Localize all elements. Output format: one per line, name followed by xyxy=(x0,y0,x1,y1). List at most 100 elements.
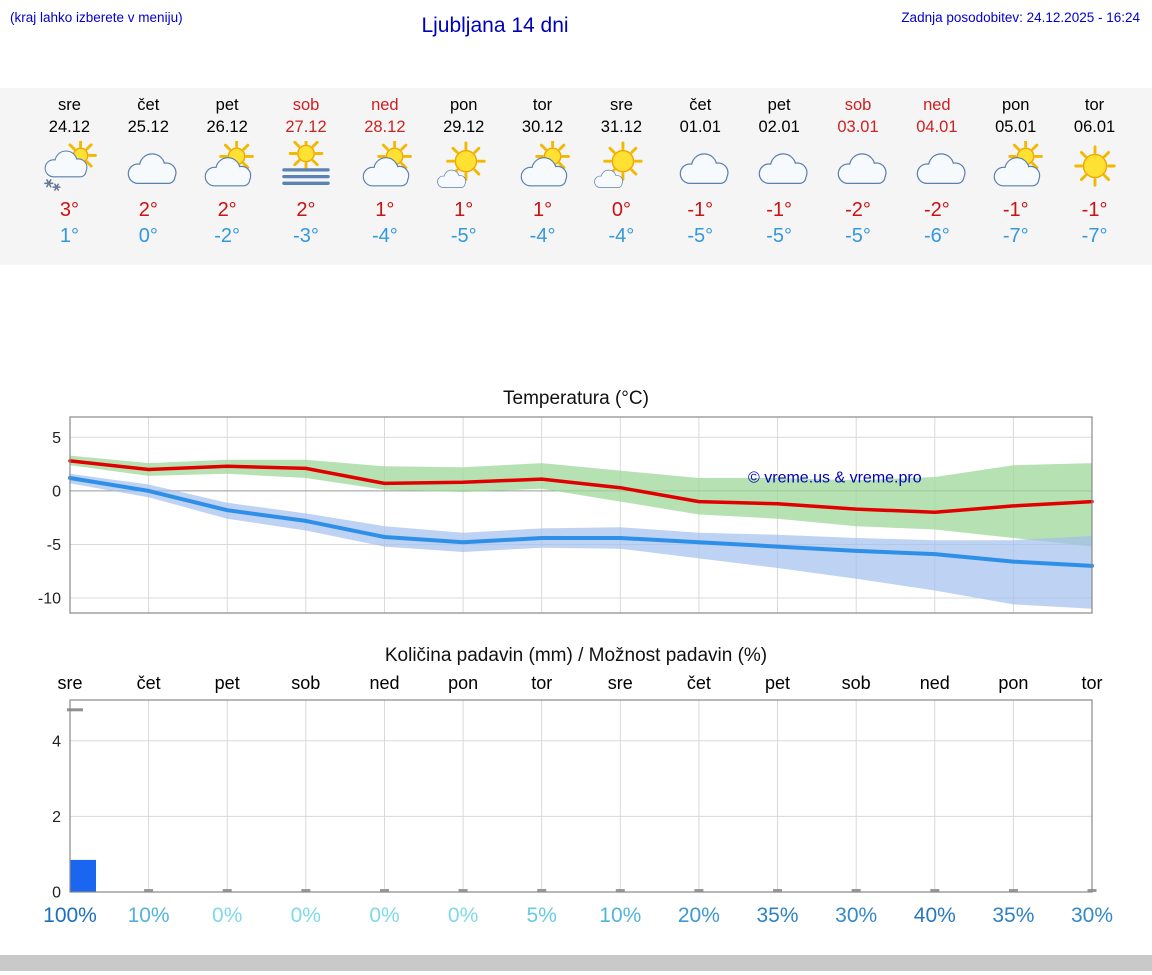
forecast-strip: sre 24.12 3° 1° čet 25.12 2° 0° pet 26.12 2° -2° sob… xyxy=(0,88,1152,265)
cloud-sun-icon xyxy=(976,138,1055,196)
day-name: sre xyxy=(609,96,633,114)
forecast-day: ned 04.01 -2° -6° xyxy=(897,94,976,265)
precip-zero-mark xyxy=(222,889,232,892)
temp-max-line xyxy=(68,459,1094,515)
cloud-icon xyxy=(819,138,898,196)
day-temp-max: -2° xyxy=(923,199,950,221)
day-temp-max: -1° xyxy=(766,199,793,221)
precip-day-label: sre xyxy=(608,673,633,693)
day-temp-min: -5° xyxy=(687,225,714,247)
temp-min-line xyxy=(68,476,1094,568)
day-date: 01.01 xyxy=(679,118,721,136)
precip-probability: 100% xyxy=(43,904,97,927)
cloud-sun-icon xyxy=(503,138,582,196)
day-date: 25.12 xyxy=(127,118,169,136)
forecast-day: tor 30.12 1° -4° xyxy=(503,94,582,265)
precip-probability: 10% xyxy=(128,904,170,927)
day-temp-min: -7° xyxy=(1081,225,1108,247)
day-temp-max: 2° xyxy=(217,199,237,221)
precip-zero-mark xyxy=(930,889,940,892)
forecast-day: ned 28.12 1° -4° xyxy=(345,94,424,265)
day-date: 28.12 xyxy=(364,118,406,136)
forecast-day: pet 26.12 2° -2° xyxy=(188,94,267,265)
day-date: 29.12 xyxy=(443,118,485,136)
day-date: 24.12 xyxy=(48,118,91,136)
precip-probability: 30% xyxy=(1071,904,1113,927)
precip-probability: 20% xyxy=(678,904,720,927)
precip-day-label: sob xyxy=(291,673,320,693)
day-temp-min: -6° xyxy=(923,225,950,247)
sun-small-cloud-icon xyxy=(582,138,661,196)
forecast-day: sob 03.01 -2° -5° xyxy=(819,94,898,265)
day-date: 02.01 xyxy=(758,118,800,136)
precip-bar xyxy=(70,859,96,892)
sun-small-cloud-icon xyxy=(424,138,503,196)
day-name: sob xyxy=(844,96,872,114)
precip-zero-mark xyxy=(301,889,311,892)
forecast-day: sre 31.12 0° -4° xyxy=(582,94,661,265)
page-header: (kraj lahko izberete v meniju) Ljubljana… xyxy=(0,0,1152,48)
day-name: čet xyxy=(137,96,160,114)
precip-probability: 0% xyxy=(448,904,478,927)
day-temp-min: -5° xyxy=(845,225,871,247)
precip-zero-mark xyxy=(615,889,625,892)
precip-day-label: čet xyxy=(137,673,161,693)
day-name: pet xyxy=(767,96,791,114)
day-date: 27.12 xyxy=(285,118,327,136)
day-temp-min: -5° xyxy=(450,225,477,247)
last-update: Zadnja posodobitev: 24.12.2025 - 16:24 xyxy=(901,10,1140,25)
precip-probability: 30% xyxy=(835,904,877,927)
precip-zero-mark xyxy=(694,889,704,892)
forecast-day: čet 25.12 2° 0° xyxy=(109,94,188,265)
svg-text:4: 4 xyxy=(52,733,61,750)
forecast-day: sre 24.12 3° 1° xyxy=(30,94,109,265)
day-temp-max: 0° xyxy=(611,199,631,221)
menu-hint[interactable]: (kraj lahko izberete v meniju) xyxy=(10,10,183,25)
day-temp-min: -4° xyxy=(529,225,556,247)
day-name: pon xyxy=(449,96,478,114)
cloud-sun-snow-icon xyxy=(30,138,109,196)
day-temp-min: -4° xyxy=(608,225,635,247)
day-date: 03.01 xyxy=(837,118,879,136)
precip-day-label: pon xyxy=(448,673,478,693)
day-name: ned xyxy=(923,96,951,114)
day-name: pon xyxy=(1001,96,1030,114)
day-temp-max: -2° xyxy=(845,199,871,221)
precip-probability: 35% xyxy=(992,904,1034,927)
day-temp-min: -5° xyxy=(766,225,793,247)
day-temp-max: 1° xyxy=(375,199,395,221)
temp-min-range xyxy=(70,473,1092,609)
svg-text:0: 0 xyxy=(52,885,61,902)
temp-max-range xyxy=(70,455,1092,547)
day-temp-max: 2° xyxy=(296,199,316,221)
precip-probability: 5% xyxy=(527,904,557,927)
day-date: 31.12 xyxy=(600,118,643,136)
precip-probability: 35% xyxy=(756,904,798,927)
day-name: tor xyxy=(1084,96,1105,114)
day-date: 26.12 xyxy=(206,118,248,136)
watermark: © vreme.us & vreme.pro xyxy=(748,469,922,486)
day-temp-max: 1° xyxy=(533,199,553,221)
day-name: tor xyxy=(532,96,553,114)
day-name: pet xyxy=(215,96,239,114)
precip-day-label: ned xyxy=(920,673,950,693)
day-name: sre xyxy=(57,96,81,114)
day-date: 04.01 xyxy=(916,118,958,136)
precipitation-chart-title: Količina padavin (mm) / Možnost padavin … xyxy=(384,645,768,666)
cloud-sun-icon xyxy=(188,138,267,196)
precip-day-label: ned xyxy=(369,673,399,693)
precip-probability: 0% xyxy=(212,904,242,927)
precip-day-label: sob xyxy=(842,673,871,693)
day-date: 05.01 xyxy=(995,118,1037,136)
day-temp-max: -1° xyxy=(687,199,714,221)
fog-sun-icon xyxy=(267,136,346,196)
cloud-icon xyxy=(740,138,819,196)
forecast-day: tor 06.01 -1° -7° xyxy=(1055,94,1134,265)
precip-zero-mark xyxy=(458,889,468,892)
precip-day-label: čet xyxy=(687,673,711,693)
day-date: 06.01 xyxy=(1073,118,1116,136)
day-date: 30.12 xyxy=(521,118,564,136)
precip-day-label: tor xyxy=(531,673,552,693)
cloud-icon xyxy=(897,138,976,196)
day-temp-min: -7° xyxy=(1002,225,1029,247)
